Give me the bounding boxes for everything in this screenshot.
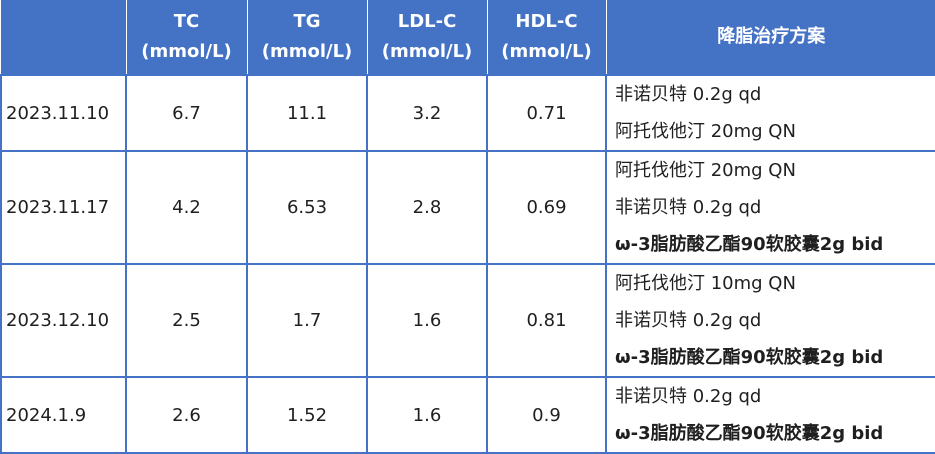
cell-tc: 4.2 bbox=[126, 150, 248, 264]
header-hdl-unit: (mmol/L) bbox=[501, 41, 592, 62]
cell-date: 2023.11.17 bbox=[0, 150, 127, 264]
drug-line: 非诺贝特 0.2g qd bbox=[615, 84, 762, 105]
header-date bbox=[1, 0, 127, 75]
cell-ldl: 2.8 bbox=[367, 150, 488, 264]
cell-tg: 1.52 bbox=[247, 376, 368, 454]
drug-line: 非诺贝特 0.2g qd bbox=[615, 310, 762, 331]
header-hdl: HDL-C (mmol/L) bbox=[487, 0, 607, 75]
drug-line-bold: ω-3脂肪酸乙酯90软胶囊2g bid bbox=[615, 423, 884, 444]
cell-tg: 6.53 bbox=[247, 150, 368, 264]
table-header: TC (mmol/L) TG (mmol/L) LDL-C (mmol/L) H… bbox=[1, 0, 935, 75]
header-tg-name: TG bbox=[293, 11, 321, 32]
cell-plan: 阿托伐他汀 10mg QN 非诺贝特 0.2g qd ω-3脂肪酸乙酯90软胶囊… bbox=[606, 263, 935, 377]
cell-tc: 2.5 bbox=[126, 263, 248, 377]
drug-line-bold: ω-3脂肪酸乙酯90软胶囊2g bid bbox=[615, 347, 884, 368]
header-hdl-name: HDL-C bbox=[515, 11, 578, 32]
cell-tg: 1.7 bbox=[247, 263, 368, 377]
drug-line-bold: ω-3脂肪酸乙酯90软胶囊2g bid bbox=[615, 234, 884, 255]
header-tg-unit: (mmol/L) bbox=[261, 41, 353, 62]
cell-date: 2023.12.10 bbox=[0, 263, 127, 377]
cell-date: 2024.1.9 bbox=[0, 376, 127, 454]
cell-date: 2023.11.10 bbox=[0, 74, 127, 151]
cell-hdl: 0.71 bbox=[487, 74, 607, 151]
cell-tg: 11.1 bbox=[247, 74, 368, 151]
drug-line: 阿托伐他汀 20mg QN bbox=[615, 121, 796, 142]
header-tc-unit: (mmol/L) bbox=[141, 41, 232, 62]
header-tc-name: TC bbox=[173, 11, 200, 32]
drug-line: 阿托伐他汀 20mg QN bbox=[615, 160, 796, 181]
cell-plan: 非诺贝特 0.2g qd 阿托伐他汀 20mg QN bbox=[606, 74, 935, 151]
table-row: 2023.12.10 2.5 1.7 1.6 0.81 阿托伐他汀 10mg Q… bbox=[0, 263, 935, 377]
header-tg: TG (mmol/L) bbox=[247, 0, 368, 75]
header-ldl-unit: (mmol/L) bbox=[381, 41, 473, 62]
table-body: 2023.11.10 6.7 11.1 3.2 0.71 非诺贝特 0.2g q… bbox=[0, 74, 935, 454]
cell-plan: 非诺贝特 0.2g qd ω-3脂肪酸乙酯90软胶囊2g bid bbox=[606, 376, 935, 454]
cell-plan: 阿托伐他汀 20mg QN 非诺贝特 0.2g qd ω-3脂肪酸乙酯90软胶囊… bbox=[606, 150, 935, 264]
drug-line: 非诺贝特 0.2g qd bbox=[615, 197, 762, 218]
header-tc: TC (mmol/L) bbox=[126, 0, 248, 75]
table-row: 2023.11.10 6.7 11.1 3.2 0.71 非诺贝特 0.2g q… bbox=[0, 74, 935, 151]
table-row: 2023.11.17 4.2 6.53 2.8 0.69 阿托伐他汀 20mg … bbox=[0, 150, 935, 264]
cell-hdl: 0.69 bbox=[487, 150, 607, 264]
header-ldl-name: LDL-C bbox=[397, 11, 457, 32]
header-ldl: LDL-C (mmol/L) bbox=[367, 0, 488, 75]
table-row: 2024.1.9 2.6 1.52 1.6 0.9 非诺贝特 0.2g qd ω… bbox=[0, 376, 935, 454]
cell-tc: 2.6 bbox=[126, 376, 248, 454]
cell-hdl: 0.81 bbox=[487, 263, 607, 377]
drug-line: 非诺贝特 0.2g qd bbox=[615, 386, 762, 407]
cell-hdl: 0.9 bbox=[487, 376, 607, 454]
header-plan: 降脂治疗方案 bbox=[606, 0, 935, 75]
cell-ldl: 3.2 bbox=[367, 74, 488, 151]
drug-line: 阿托伐他汀 10mg QN bbox=[615, 273, 796, 294]
cell-ldl: 1.6 bbox=[367, 263, 488, 377]
cell-ldl: 1.6 bbox=[367, 376, 488, 454]
cell-tc: 6.7 bbox=[126, 74, 248, 151]
